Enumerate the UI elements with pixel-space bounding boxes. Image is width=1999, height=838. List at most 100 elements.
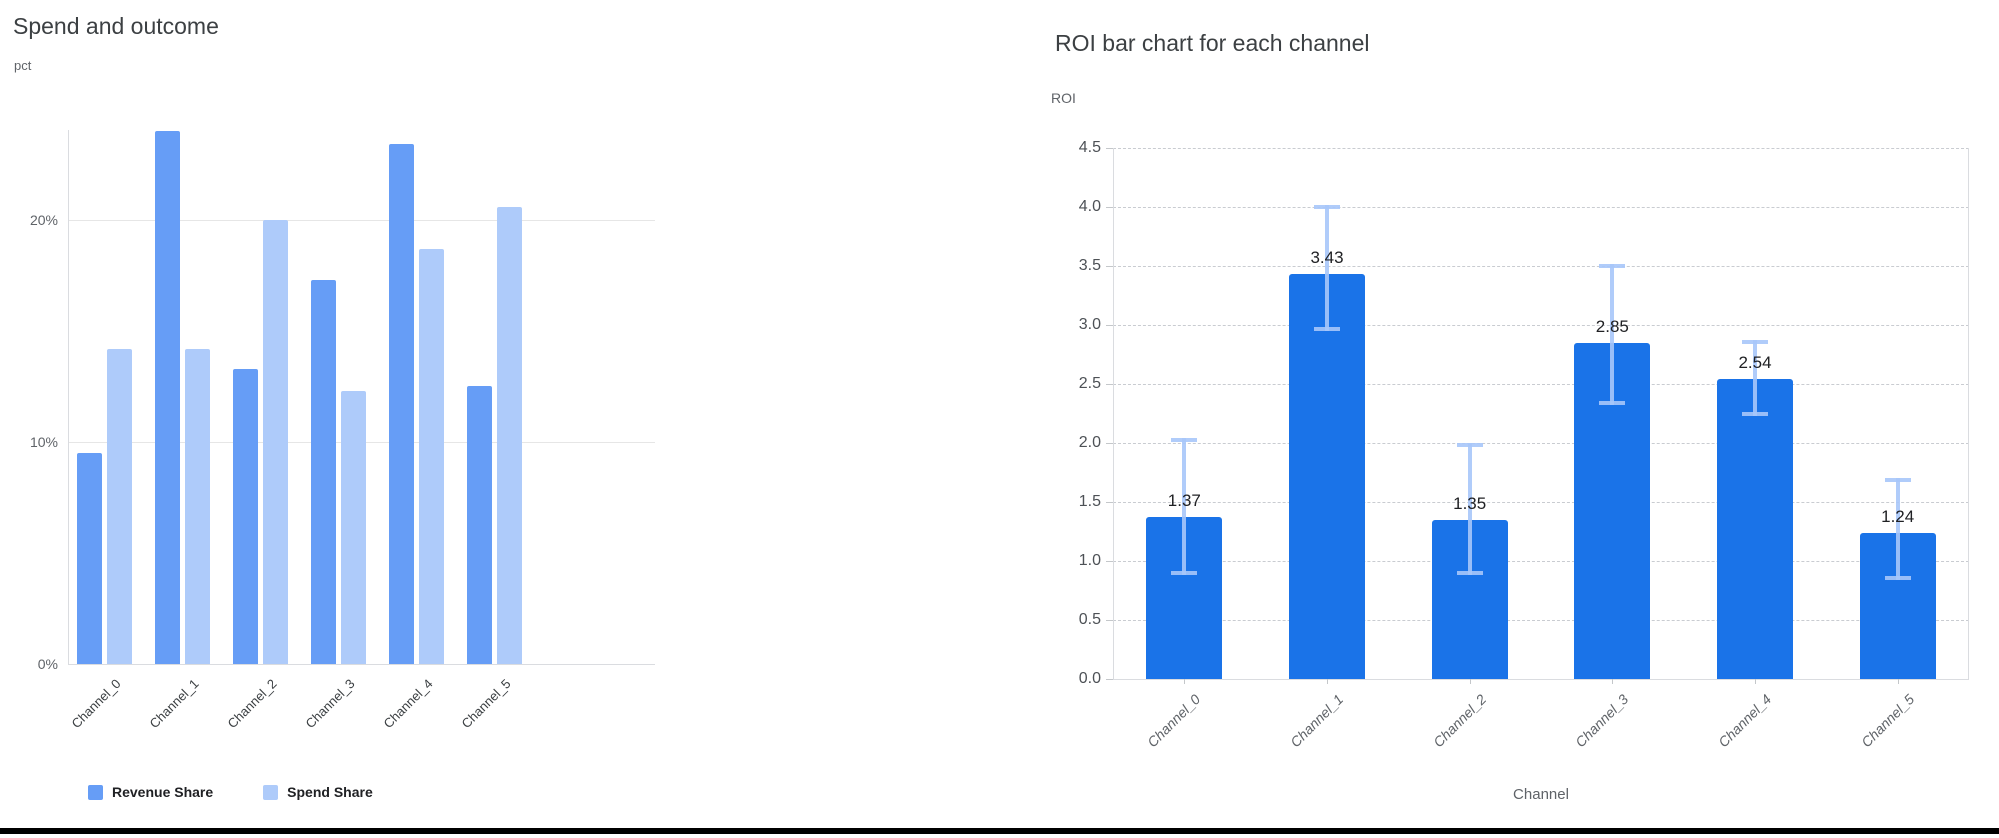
error-bar — [1456, 443, 1483, 576]
right-x-axis-title: Channel — [1513, 786, 1569, 803]
left-x-axis-label: Channel_5 — [458, 676, 514, 732]
right-x-tick-mark — [1327, 679, 1328, 684]
right-gridline — [1113, 148, 1969, 149]
right-gridline — [1113, 325, 1969, 326]
left-x-axis-label: Channel_4 — [380, 676, 436, 732]
right-y-tick-label: 4.0 — [1078, 198, 1101, 215]
right-x-axis-label: Channel_2 — [1429, 691, 1489, 751]
bar-revenue-share[interactable] — [467, 386, 492, 664]
error-bar-line — [1325, 204, 1329, 331]
right-x-axis-label: Channel_0 — [1144, 691, 1204, 751]
bar-spend-share[interactable] — [263, 219, 288, 664]
bar-spend-share[interactable] — [185, 348, 210, 664]
bar-roi[interactable] — [1717, 379, 1793, 679]
error-bar-cap-top — [1742, 340, 1768, 345]
legend-label: Spend Share — [287, 784, 373, 800]
right-y-tick-label: 0.5 — [1078, 611, 1101, 628]
legend-item: Revenue Share — [88, 784, 213, 800]
legend-item: Spend Share — [263, 784, 373, 800]
right-y-tick-label: 1.0 — [1078, 552, 1101, 569]
bar-revenue-share[interactable] — [311, 279, 336, 664]
error-bar — [1599, 263, 1626, 406]
right-y-tick-mark — [1106, 443, 1113, 444]
bar-spend-share[interactable] — [497, 206, 522, 664]
left-x-axis-label: Channel_3 — [302, 676, 358, 732]
error-bar-cap-top — [1456, 443, 1483, 447]
right-y-tick-mark — [1106, 266, 1113, 267]
right-gridline — [1113, 266, 1969, 267]
right-x-tick-mark — [1755, 679, 1756, 684]
error-bar-line — [1753, 340, 1757, 416]
right-y-tick-mark — [1106, 620, 1113, 621]
bar-revenue-share[interactable] — [233, 368, 258, 664]
error-bar-cap-bottom — [1742, 411, 1768, 416]
error-bar-line — [1895, 478, 1900, 580]
right-gridline — [1113, 384, 1969, 385]
left-chart-title: Spend and outcome — [13, 13, 219, 39]
error-bar-cap-bottom — [1599, 401, 1626, 406]
error-bar-cap-bottom — [1171, 571, 1198, 576]
error-bar-cap-bottom — [1456, 571, 1483, 576]
left-x-axis-line — [68, 664, 655, 665]
right-y-tick-mark — [1106, 502, 1113, 503]
bar-spend-share[interactable] — [107, 348, 132, 664]
bar-spend-share[interactable] — [419, 248, 444, 664]
error-bar — [1171, 438, 1198, 576]
bar-value-label: 1.37 — [1167, 491, 1201, 511]
bar-spend-share[interactable] — [341, 390, 366, 664]
error-bar-cap-top — [1171, 438, 1198, 443]
right-x-axis-label: Channel_5 — [1857, 691, 1917, 751]
right-y-tick-label: 3.0 — [1078, 316, 1101, 333]
right-x-tick-mark — [1469, 679, 1471, 684]
left-x-axis-label: Channel_2 — [224, 676, 280, 732]
error-bar-cap-bottom — [1884, 575, 1911, 580]
right-y-tick-mark — [1106, 561, 1113, 562]
right-y-tick-mark — [1106, 207, 1113, 208]
error-bar-line — [1610, 263, 1615, 406]
left-gridline — [68, 219, 655, 221]
error-bar-cap-bottom — [1314, 326, 1340, 331]
left-plot-area: 0% 10% 20% Channel_0 Channel_1 Channel_2 Chann… — [30, 130, 655, 731]
bar-revenue-share[interactable] — [155, 131, 180, 664]
bottom-rule — [0, 828, 1999, 834]
legend-swatch — [263, 784, 279, 800]
right-gridline — [1113, 561, 1969, 562]
bar-value-label: 1.35 — [1453, 493, 1487, 513]
right-gridline — [1113, 443, 1969, 444]
right-y-axis-unit-label: ROI — [1051, 90, 1076, 106]
bar-value-label: 2.85 — [1595, 316, 1629, 336]
right-gridline — [1113, 620, 1969, 621]
error-bar — [1742, 340, 1768, 416]
right-x-axis-line — [1113, 679, 1969, 680]
error-bar-line — [1467, 443, 1472, 576]
right-gridline — [1113, 502, 1969, 503]
error-bar — [1314, 204, 1340, 331]
bar-revenue-share[interactable] — [77, 453, 102, 664]
bar-roi[interactable] — [1289, 274, 1365, 679]
left-y-tick-label: 10% — [29, 433, 58, 450]
right-gridline — [1113, 207, 1969, 208]
right-y-tick-label: 3.5 — [1078, 257, 1101, 274]
error-bar-cap-top — [1884, 478, 1911, 483]
error-bar — [1884, 478, 1911, 580]
error-bar-cap-top — [1314, 204, 1340, 209]
right-plot-border — [1968, 148, 1969, 679]
left-x-axis-label: Channel_0 — [68, 676, 124, 732]
left-y-tick-label: 0% — [37, 656, 58, 672]
right-chart-title: ROI bar chart for each channel — [1055, 30, 1370, 56]
right-y-tick-label: 0.0 — [1078, 670, 1101, 687]
right-x-tick-mark — [1184, 679, 1186, 684]
right-y-tick-label: 2.0 — [1078, 434, 1101, 451]
left-y-tick-label: 20% — [29, 211, 58, 228]
right-x-tick-mark — [1897, 679, 1899, 684]
right-y-tick-mark — [1106, 148, 1113, 149]
left-y-axis-unit-label: pct — [14, 58, 32, 73]
left-x-axis-label: Channel_1 — [146, 676, 202, 732]
legend-label: Revenue Share — [112, 784, 214, 800]
right-x-axis-label: Channel_1 — [1287, 691, 1347, 751]
legend-swatch — [88, 784, 103, 800]
right-y-tick-mark — [1106, 384, 1113, 385]
bar-revenue-share[interactable] — [389, 144, 414, 664]
right-y-tick-label: 1.5 — [1078, 493, 1101, 510]
right-y-tick-label: 2.5 — [1078, 375, 1101, 392]
